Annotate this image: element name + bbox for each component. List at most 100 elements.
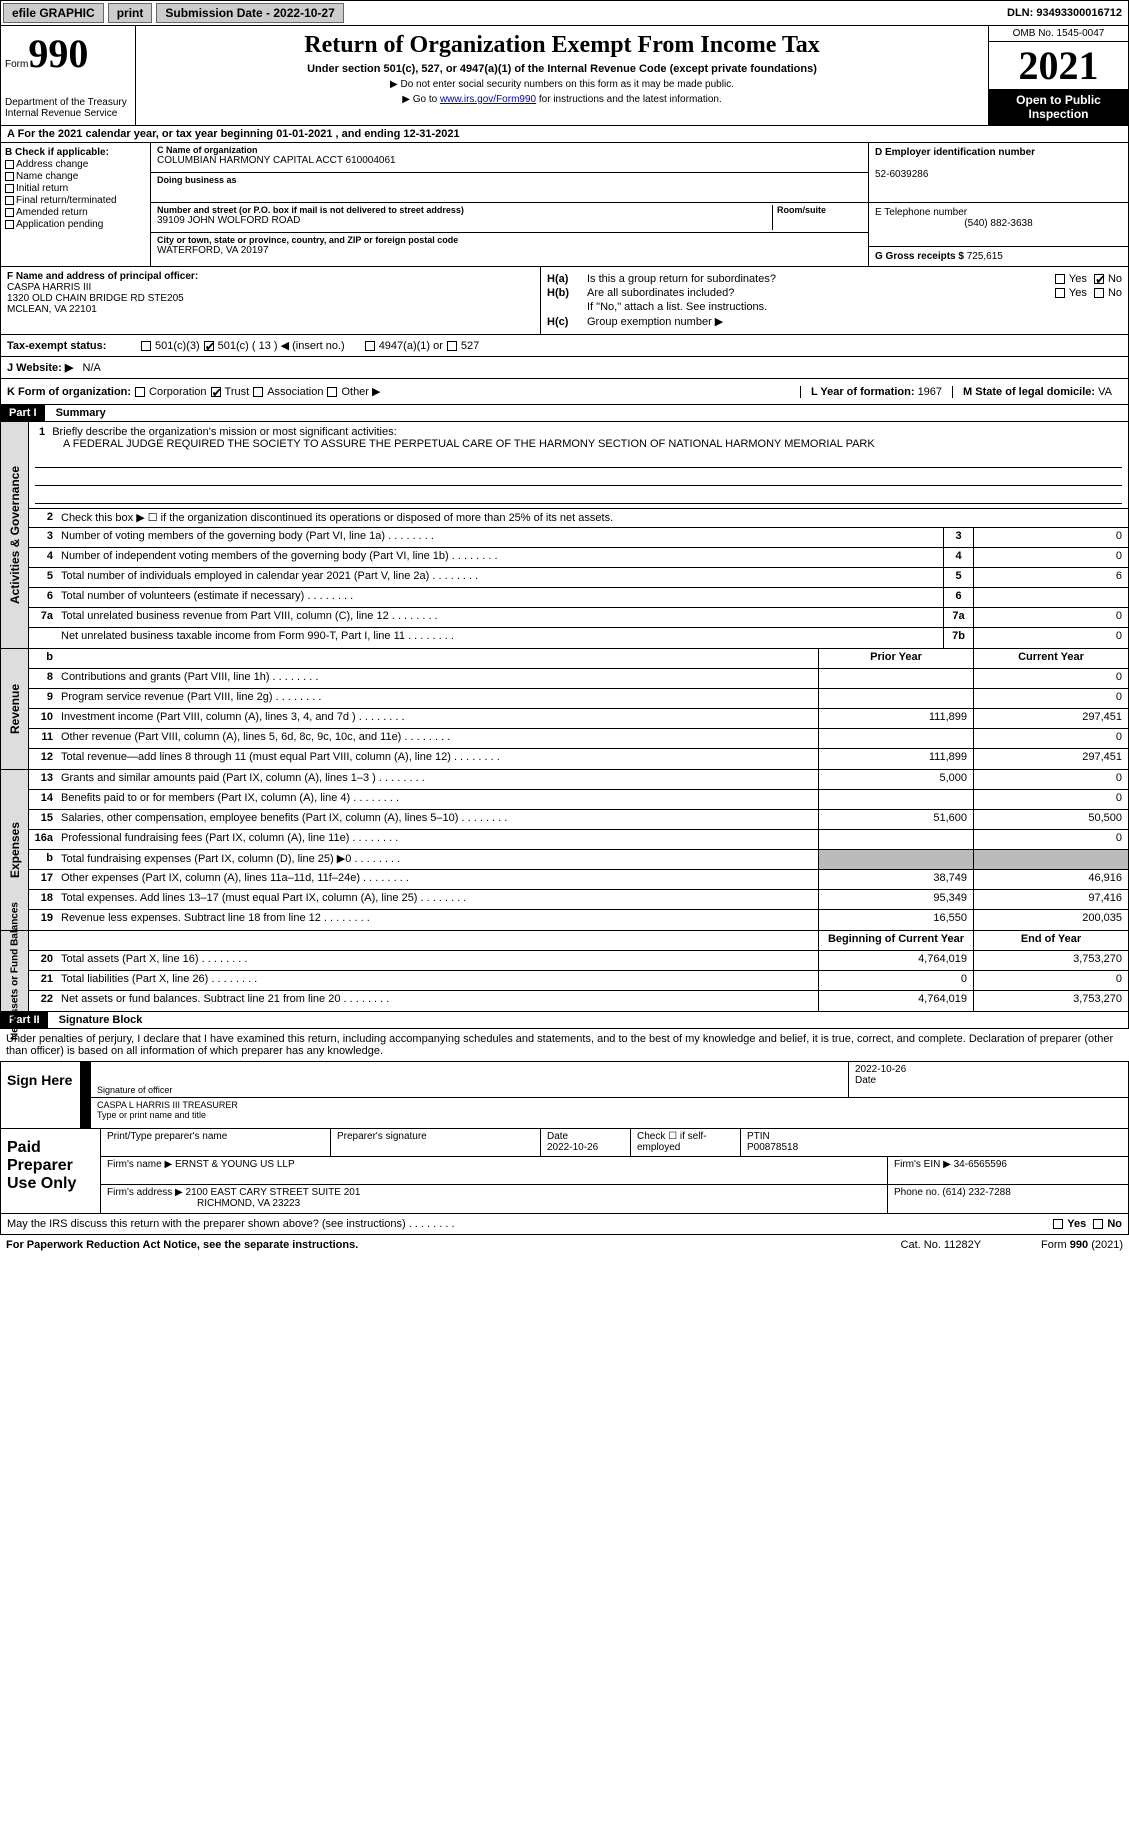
chk-final-return[interactable]: Final return/terminated [16, 195, 117, 206]
line9-desc: Program service revenue (Part VIII, line… [57, 689, 818, 708]
chk-other[interactable] [327, 387, 337, 397]
line9-prior [818, 689, 973, 708]
submission-date: Submission Date - 2022-10-27 [156, 3, 343, 23]
line6-desc: Total number of volunteers (estimate if … [57, 588, 943, 607]
irs-link[interactable]: www.irs.gov/Form990 [440, 94, 536, 105]
hdr-current: Current Year [973, 649, 1128, 668]
hb-text: Are all subordinates included? [587, 287, 1051, 299]
chk-assoc[interactable] [253, 387, 263, 397]
line8-desc: Contributions and grants (Part VIII, lin… [57, 669, 818, 688]
chk-corp[interactable] [135, 387, 145, 397]
line16a-current: 0 [973, 830, 1128, 849]
line11-current: 0 [973, 729, 1128, 748]
self-employed: Check ☐ if self-employed [637, 1131, 707, 1153]
mission-label: Briefly describe the organization's miss… [52, 426, 396, 438]
addr-label: Number and street (or P.O. box if mail i… [157, 205, 772, 215]
line10-desc: Investment income (Part VIII, column (A)… [57, 709, 818, 728]
org-form-row: K Form of organization: Corporation Trus… [0, 379, 1129, 405]
firm-phone: (614) 232-7288 [942, 1187, 1010, 1198]
line9-current: 0 [973, 689, 1128, 708]
chk-amended[interactable]: Amended return [16, 207, 88, 218]
line12-desc: Total revenue—add lines 8 through 11 (mu… [57, 749, 818, 769]
revenue-section: Revenue bPrior YearCurrent Year 8Contrib… [0, 649, 1129, 770]
chk-app-pending[interactable]: Application pending [16, 219, 103, 230]
state-domicile: VA [1098, 386, 1112, 398]
officer-name: CASPA HARRIS III [7, 282, 91, 293]
org-name-label: C Name of organization [157, 145, 862, 155]
col-b-header: B Check if applicable: [5, 147, 146, 158]
ptin-value: P00878518 [747, 1142, 798, 1153]
hdr-boy: Beginning of Current Year [818, 931, 973, 950]
chk-initial-return[interactable]: Initial return [16, 183, 68, 194]
line15-current: 50,500 [973, 810, 1128, 829]
part1-header: Part I Summary [0, 405, 1129, 422]
hdr-prior: Prior Year [818, 649, 973, 668]
line18-desc: Total expenses. Add lines 13–17 (must eq… [57, 890, 818, 909]
chk-501c3[interactable] [141, 341, 151, 351]
line18-prior: 95,349 [818, 890, 973, 909]
chk-trust[interactable] [211, 387, 221, 397]
line13-prior: 5,000 [818, 770, 973, 789]
org-name: COLUMBIAN HARMONY CAPITAL ACCT 610004061 [157, 155, 862, 166]
section-bcd: B Check if applicable: Address change Na… [0, 143, 1129, 267]
line12-current: 297,451 [973, 749, 1128, 769]
line18-current: 97,416 [973, 890, 1128, 909]
line11-desc: Other revenue (Part VIII, column (A), li… [57, 729, 818, 748]
line3-desc: Number of voting members of the governin… [57, 528, 943, 547]
paid-preparer-block: Paid Preparer Use Only Print/Type prepar… [0, 1129, 1129, 1214]
website-row: J Website: ▶ N/A [0, 357, 1129, 379]
chk-501c[interactable] [204, 341, 214, 351]
officer-addr2: MCLEAN, VA 22101 [7, 304, 97, 315]
line13-current: 0 [973, 770, 1128, 789]
line16a-prior [818, 830, 973, 849]
chk-name-change[interactable]: Name change [16, 171, 78, 182]
line20-current: 3,753,270 [973, 951, 1128, 970]
line7b-value: 0 [973, 628, 1128, 648]
city-label: City or town, state or province, country… [157, 235, 862, 245]
year-formation: 1967 [918, 386, 942, 398]
chk-address-change[interactable]: Address change [16, 159, 88, 170]
form-subtitle: Under section 501(c), 527, or 4947(a)(1)… [142, 63, 982, 75]
side-revenue: Revenue [8, 684, 22, 734]
line5-value: 6 [973, 568, 1128, 587]
officer-label: F Name and address of principal officer: [7, 271, 198, 282]
line15-desc: Salaries, other compensation, employee b… [57, 810, 818, 829]
sign-here-block: Sign Here Signature of officer 2022-10-2… [0, 1061, 1129, 1129]
line17-current: 46,916 [973, 870, 1128, 889]
line7a-desc: Total unrelated business revenue from Pa… [57, 608, 943, 627]
dba-label: Doing business as [157, 175, 862, 185]
city-state-zip: WATERFORD, VA 20197 [157, 245, 862, 256]
sig-officer-label: Signature of officer [97, 1085, 172, 1095]
room-label: Room/suite [777, 205, 862, 215]
gross-label: G Gross receipts $ [875, 251, 964, 262]
form-title: Return of Organization Exempt From Incom… [142, 32, 982, 59]
ha-text: Is this a group return for subordinates? [587, 273, 1051, 285]
efile-button[interactable]: efile GRAPHIC [3, 3, 104, 23]
dept-treasury: Department of the Treasury Internal Reve… [5, 97, 131, 119]
firm-city: RICHMOND, VA 23223 [107, 1198, 300, 1209]
line22-current: 3,753,270 [973, 991, 1128, 1011]
line14-current: 0 [973, 790, 1128, 809]
line22-desc: Net assets or fund balances. Subtract li… [57, 991, 818, 1011]
side-governance: Activities & Governance [8, 466, 22, 604]
line4-value: 0 [973, 548, 1128, 567]
line20-prior: 4,764,019 [818, 951, 973, 970]
line19-current: 200,035 [973, 910, 1128, 930]
print-button[interactable]: print [108, 3, 153, 23]
line7b-desc: Net unrelated business taxable income fr… [57, 628, 943, 648]
line19-desc: Revenue less expenses. Subtract line 18 … [57, 910, 818, 930]
chk-527[interactable] [447, 341, 457, 351]
side-expenses: Expenses [8, 822, 22, 878]
line17-desc: Other expenses (Part IX, column (A), lin… [57, 870, 818, 889]
dln-label: DLN: 93493300016712 [1001, 7, 1128, 19]
hdr-eoy: End of Year [973, 931, 1128, 950]
line10-prior: 111,899 [818, 709, 973, 728]
chk-4947[interactable] [365, 341, 375, 351]
officer-typed-name: CASPA L HARRIS III TREASURER [97, 1100, 238, 1110]
open-to-public: Open to Public Inspection [989, 89, 1128, 125]
instruction-1: ▶ Do not enter social security numbers o… [142, 79, 982, 90]
netassets-section: Net Assets or Fund Balances Beginning of… [0, 931, 1129, 1012]
firm-ein: 34-6565596 [954, 1159, 1007, 1170]
line6-value [973, 588, 1128, 607]
row-a-tax-year: A For the 2021 calendar year, or tax yea… [0, 126, 1129, 143]
